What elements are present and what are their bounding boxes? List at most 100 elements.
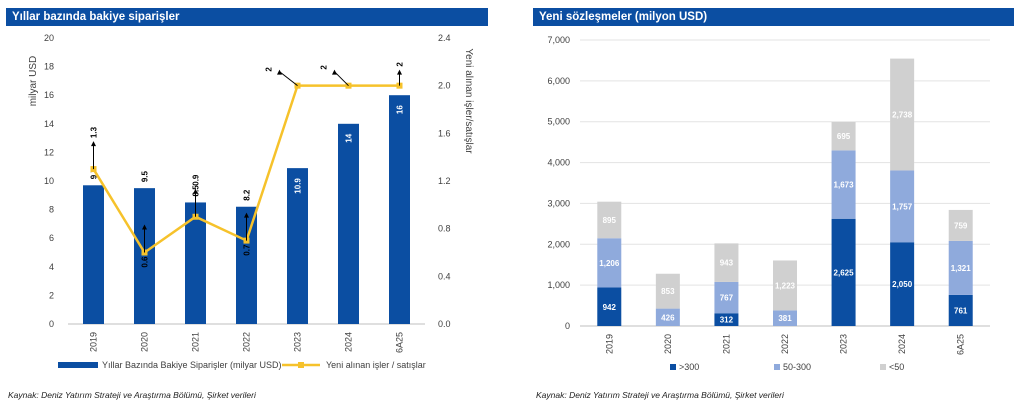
y-tick-label: 0 (49, 319, 54, 329)
segment-value-label: 1,206 (599, 259, 620, 268)
segment-value-label: 1,673 (834, 181, 855, 190)
y-tick-label: 2,000 (547, 239, 570, 249)
backlog-bar-label: 16 (396, 105, 405, 114)
stacked-bar-segment (597, 238, 622, 288)
backlog-bar (236, 206, 257, 324)
y-tick-label: 18 (44, 62, 54, 72)
stacked-bar-segment (714, 281, 739, 314)
y2-tick-label: 0.0 (438, 319, 451, 329)
segment-value-label: 2,050 (892, 280, 913, 289)
sales-line-label: 1.3 (90, 126, 99, 138)
sales-line-label: 2 (265, 67, 274, 72)
sales-label-pointer (334, 71, 349, 87)
y-tick-label: 10 (44, 176, 54, 186)
stacked-bar-segment (831, 150, 856, 219)
y2-tick-label: 2.4 (438, 33, 451, 43)
x-tick-label: 2020 (663, 334, 673, 354)
backlog-bar-label: 10.9 (294, 178, 303, 194)
stacked-bar-segment (597, 201, 622, 239)
sales-label-arrowhead (332, 69, 337, 75)
y-tick-label: 3,000 (547, 198, 570, 208)
left-source-note: Kaynak: Deniz Yatırım Strateji ve Araştı… (8, 390, 256, 400)
stacked-bar-segment (655, 308, 680, 326)
y-tick-label: 20 (44, 33, 54, 43)
backlog-bar (134, 188, 155, 324)
segment-value-label: 942 (603, 303, 617, 312)
y-axis-label: milyar USD (28, 56, 39, 107)
left-chart-title: Yıllar bazında bakiye siparişler (6, 8, 488, 26)
backlog-bar (338, 123, 359, 324)
legend-swatch-sales-marker (298, 362, 304, 368)
x-tick-label: 2023 (839, 334, 849, 354)
sales-label-arrowhead (142, 224, 147, 230)
stacked-bar-segment (948, 294, 973, 326)
stacked-bar-segment (714, 313, 739, 326)
x-tick-label: 6A25 (956, 334, 966, 355)
y-tick-label: 6 (49, 233, 54, 243)
legend-swatch-backlog (58, 362, 98, 368)
backlog-bar-label: 8.2 (243, 189, 252, 201)
sales-label-arrowhead (91, 141, 96, 147)
legend-label: 50-300 (783, 362, 811, 372)
y2-axis-label: Yeni alınan işler/satışlar (463, 48, 474, 154)
sales-label-arrowhead (397, 69, 402, 75)
stacked-bar-segment (597, 287, 622, 326)
backlog-bar (287, 168, 308, 324)
sales-label-arrowhead (244, 212, 249, 218)
legend-label: >300 (679, 362, 699, 372)
stacked-bar-segment (948, 209, 973, 241)
x-tick-label: 2022 (780, 334, 790, 354)
backlog-bar (185, 202, 206, 324)
sales-line-label: 2 (320, 65, 329, 70)
y-tick-label: 0 (565, 321, 570, 331)
stacked-bar-segment (655, 273, 680, 309)
legend-swatch (774, 364, 780, 370)
backlog-bar (389, 95, 410, 324)
x-tick-label: 2023 (293, 332, 303, 352)
segment-value-label: 767 (720, 294, 734, 303)
segment-value-label: 381 (778, 314, 792, 323)
stacked-bar-segment (831, 218, 856, 326)
sales-label-arrowhead (277, 69, 282, 75)
segment-value-label: 759 (954, 221, 968, 230)
stacked-bar-segment (773, 310, 797, 326)
stacked-bar-segment (890, 242, 915, 326)
sales-label-arrowhead (193, 188, 198, 194)
right-chart-title: Yeni sözleşmeler (milyon USD) (533, 8, 1014, 26)
sales-line-label: 0.9 (192, 174, 201, 186)
y-tick-label: 1,000 (547, 280, 570, 290)
backlog-orders-chart: 0 2 4 6 8 10 12 14 16 18 20 0.0 0.4 0.8 1.2 1.6 2.0 2.4 mi… (28, 33, 474, 370)
segment-value-label: 312 (720, 316, 734, 325)
segment-value-label: 1,321 (951, 264, 972, 273)
stacked-bar-segment (890, 170, 915, 243)
backlog-bar-label: 9.7 (90, 168, 99, 180)
y-tick-label: 2 (49, 290, 54, 300)
y-tick-label: 4,000 (547, 158, 570, 168)
legend-swatch (880, 364, 886, 370)
x-tick-label: 2021 (721, 334, 731, 354)
y-tick-label: 8 (49, 205, 54, 215)
legend-swatch (670, 364, 676, 370)
y-tick-label: 4 (49, 262, 54, 272)
segment-value-label: 426 (661, 313, 675, 322)
y2-tick-label: 2.0 (438, 81, 451, 91)
y2-tick-label: 1.2 (438, 176, 451, 186)
stacked-bar-segment (773, 260, 797, 311)
stacked-bar-segment (890, 58, 915, 171)
sales-line-label: 0.7 (243, 244, 252, 256)
y-tick-label: 6,000 (547, 76, 570, 86)
y-tick-label: 5,000 (547, 117, 570, 127)
backlog-bar-label: 9.5 (141, 170, 150, 182)
x-tick-label: 2022 (242, 332, 252, 352)
segment-value-label: 853 (661, 287, 675, 296)
segment-value-label: 943 (720, 259, 734, 268)
right-source-note: Kaynak: Deniz Yatırım Strateji ve Araştı… (536, 390, 784, 400)
y-tick-label: 16 (44, 90, 54, 100)
sales-line-label: 0.6 (141, 256, 150, 268)
legend-label: <50 (889, 362, 904, 372)
x-tick-label: 2021 (191, 332, 201, 352)
x-tick-label: 2024 (897, 334, 907, 354)
stacked-bar-segment (948, 240, 973, 295)
stacked-bar-segment (831, 122, 856, 151)
sales-line-label: 2 (396, 62, 405, 67)
